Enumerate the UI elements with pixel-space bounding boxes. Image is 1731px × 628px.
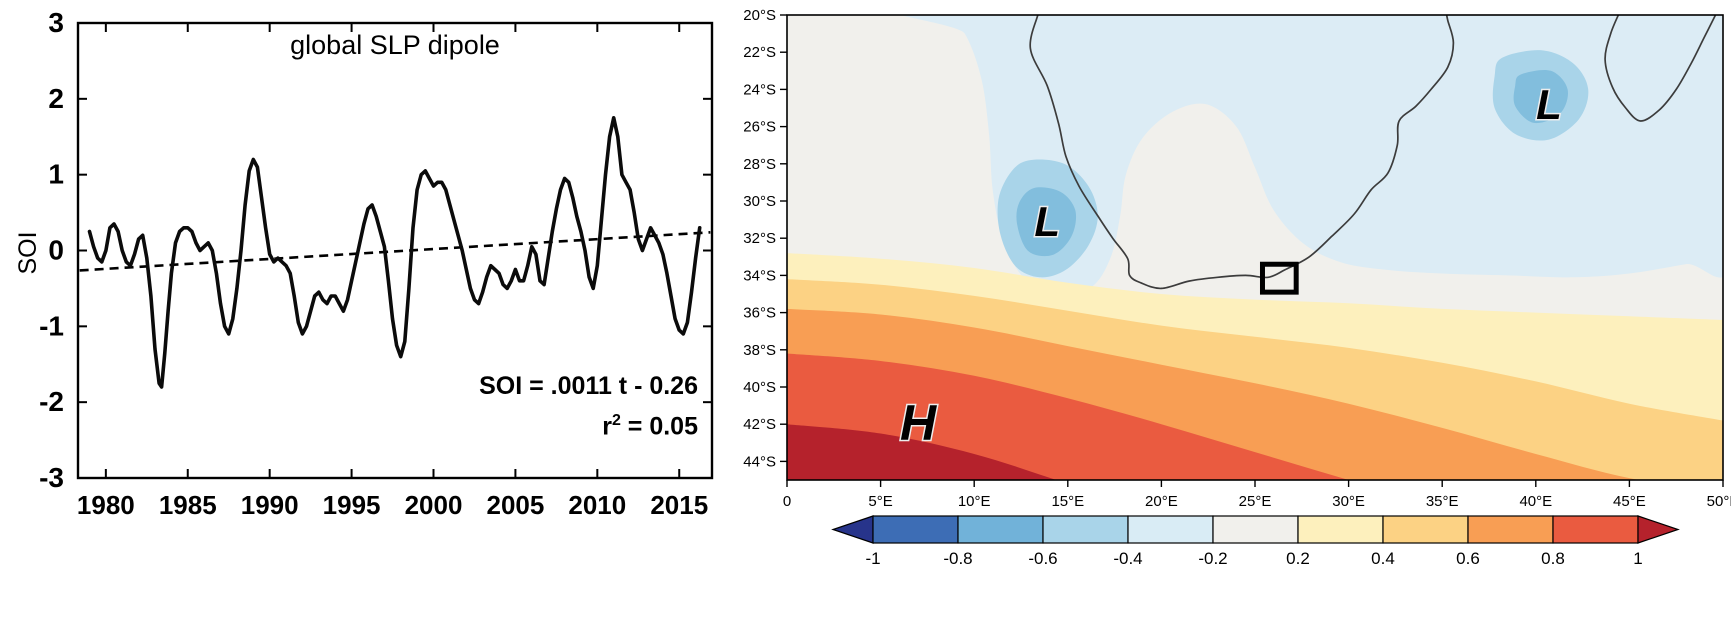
y-tick-label: -2 (39, 386, 64, 417)
lat-tick-label: 20°S (743, 7, 776, 24)
soi-line (87, 116, 702, 389)
positive-band-1 (787, 424, 1057, 480)
colorbar-right-arrow (1637, 515, 1680, 544)
r-value: = 0.05 (620, 412, 698, 441)
lat-tick-label: 36°S (743, 305, 776, 322)
colorbar-cell (1212, 515, 1299, 544)
lon-tick-label: 10°E (958, 493, 991, 510)
colorbar-cell (872, 515, 959, 544)
colorbar-tick-label: 1 (1633, 549, 1642, 568)
lon-tick-label: 50°E (1707, 493, 1731, 510)
x-tick-label: 2015 (650, 490, 708, 520)
x-tick-label: 1985 (159, 490, 217, 520)
x-tick-label: 1995 (323, 490, 381, 520)
colorbar-tick-label: -1 (865, 549, 880, 568)
colorbar-cell (1552, 515, 1639, 544)
colorbar-tick-label: -0.8 (943, 549, 972, 568)
x-tick-label: 1980 (77, 490, 135, 520)
colorbar: -1 -0.8 -0.6 -0.4 -0.2 0.2 0.4 0.6 0.8 1 (831, 515, 1680, 568)
colorbar-tick-label: 0.8 (1541, 549, 1565, 568)
x-tick-label: 2000 (405, 490, 463, 520)
x-tick-label: 2010 (568, 490, 626, 520)
lon-tick-label: 30°E (1332, 493, 1365, 510)
low-center-label: L (1536, 81, 1562, 128)
lon-tick-label: 45°E (1613, 493, 1646, 510)
lon-tick-label: 25°E (1239, 493, 1272, 510)
y-tick-label: -3 (39, 462, 64, 493)
lat-tick-label: 28°S (743, 156, 776, 173)
r-base: r (602, 412, 612, 441)
regression-equation: SOI = .0011 t - 0.26 (479, 372, 698, 400)
colorbar-tick-label: -0.4 (1113, 549, 1142, 568)
colorbar-tick-label: -0.6 (1028, 549, 1057, 568)
soi-chart-svg: 3 2 1 0 -1 -2 -3 1980 1985 1990 1995 2000 2005 2010 20… (39, 7, 714, 520)
r-squared-label: r2 = 0.05 (278, 412, 698, 441)
lat-tick-label: 44°S (743, 453, 776, 470)
colorbar-cell (1467, 515, 1554, 544)
y-tick-label: 0 (48, 235, 64, 266)
colorbar-tick-label: -0.2 (1198, 549, 1227, 568)
y-tick-label: 2 (48, 83, 64, 114)
colorbar-tick-label: 0.4 (1371, 549, 1395, 568)
chart-title: global SLP dipole (290, 30, 500, 60)
lat-tick-label: 32°S (743, 230, 776, 247)
y-axis-title: SOI (14, 231, 42, 275)
colorbar-cell (1382, 515, 1469, 544)
lon-tick-label: 40°E (1519, 493, 1552, 510)
slp-correlation-map-panel: L L H 20°S 22°S 24°S 26°S 28°S 30°S 32°S 34°S 36°S 3… (730, 0, 1731, 628)
r-exponent: 2 (611, 412, 621, 429)
colorbar-tick-label: 0.6 (1456, 549, 1480, 568)
trend-line (79, 231, 711, 272)
lat-tick-label: 24°S (743, 81, 776, 98)
low-center-label: L (1034, 198, 1060, 245)
map-svg: L L H 20°S 22°S 24°S 26°S 28°S 30°S 32°S 34°S 36°S 3… (743, 7, 1731, 568)
lat-tick-label: 26°S (743, 119, 776, 136)
lat-tick-label: 30°S (743, 193, 776, 210)
coastline-africa (1029, 15, 1455, 290)
x-tick-label: 1990 (241, 490, 299, 520)
lon-tick-label: 35°E (1426, 493, 1459, 510)
colorbar-cell (1297, 515, 1384, 544)
map-field: L L H (787, 15, 1723, 480)
lon-tick-label: 5°E (868, 493, 892, 510)
y-tick-label: 1 (48, 159, 64, 190)
colorbar-cell (1042, 515, 1129, 544)
x-tick-label: 2005 (486, 490, 544, 520)
lat-tick-label: 40°S (743, 379, 776, 396)
colorbar-cell (957, 515, 1044, 544)
study-region-box (1259, 261, 1299, 295)
soi-timeseries-panel: 3 2 1 0 -1 -2 -3 1980 1985 1990 1995 2000 2005 2010 20… (0, 0, 730, 628)
y-tick-label: 3 (48, 7, 64, 38)
coastline-madagascar (1604, 15, 1717, 122)
blue-blob-core-low-east (1513, 69, 1568, 124)
y-tick-label: -1 (39, 310, 64, 341)
lat-tick-label: 22°S (743, 44, 776, 61)
colorbar-left-arrow (831, 515, 874, 544)
colorbar-tick-label: 0.2 (1286, 549, 1310, 568)
lat-tick-label: 38°S (743, 342, 776, 359)
lat-tick-label: 42°S (743, 416, 776, 433)
lon-tick-label: 0 (783, 493, 791, 510)
lat-tick-label: 34°S (743, 267, 776, 284)
lon-tick-label: 15°E (1051, 493, 1084, 510)
lon-tick-label: 20°E (1145, 493, 1178, 510)
blue-blob-core-low-west (1016, 187, 1077, 257)
colorbar-cell (1127, 515, 1214, 544)
high-center-label: H (900, 395, 937, 451)
